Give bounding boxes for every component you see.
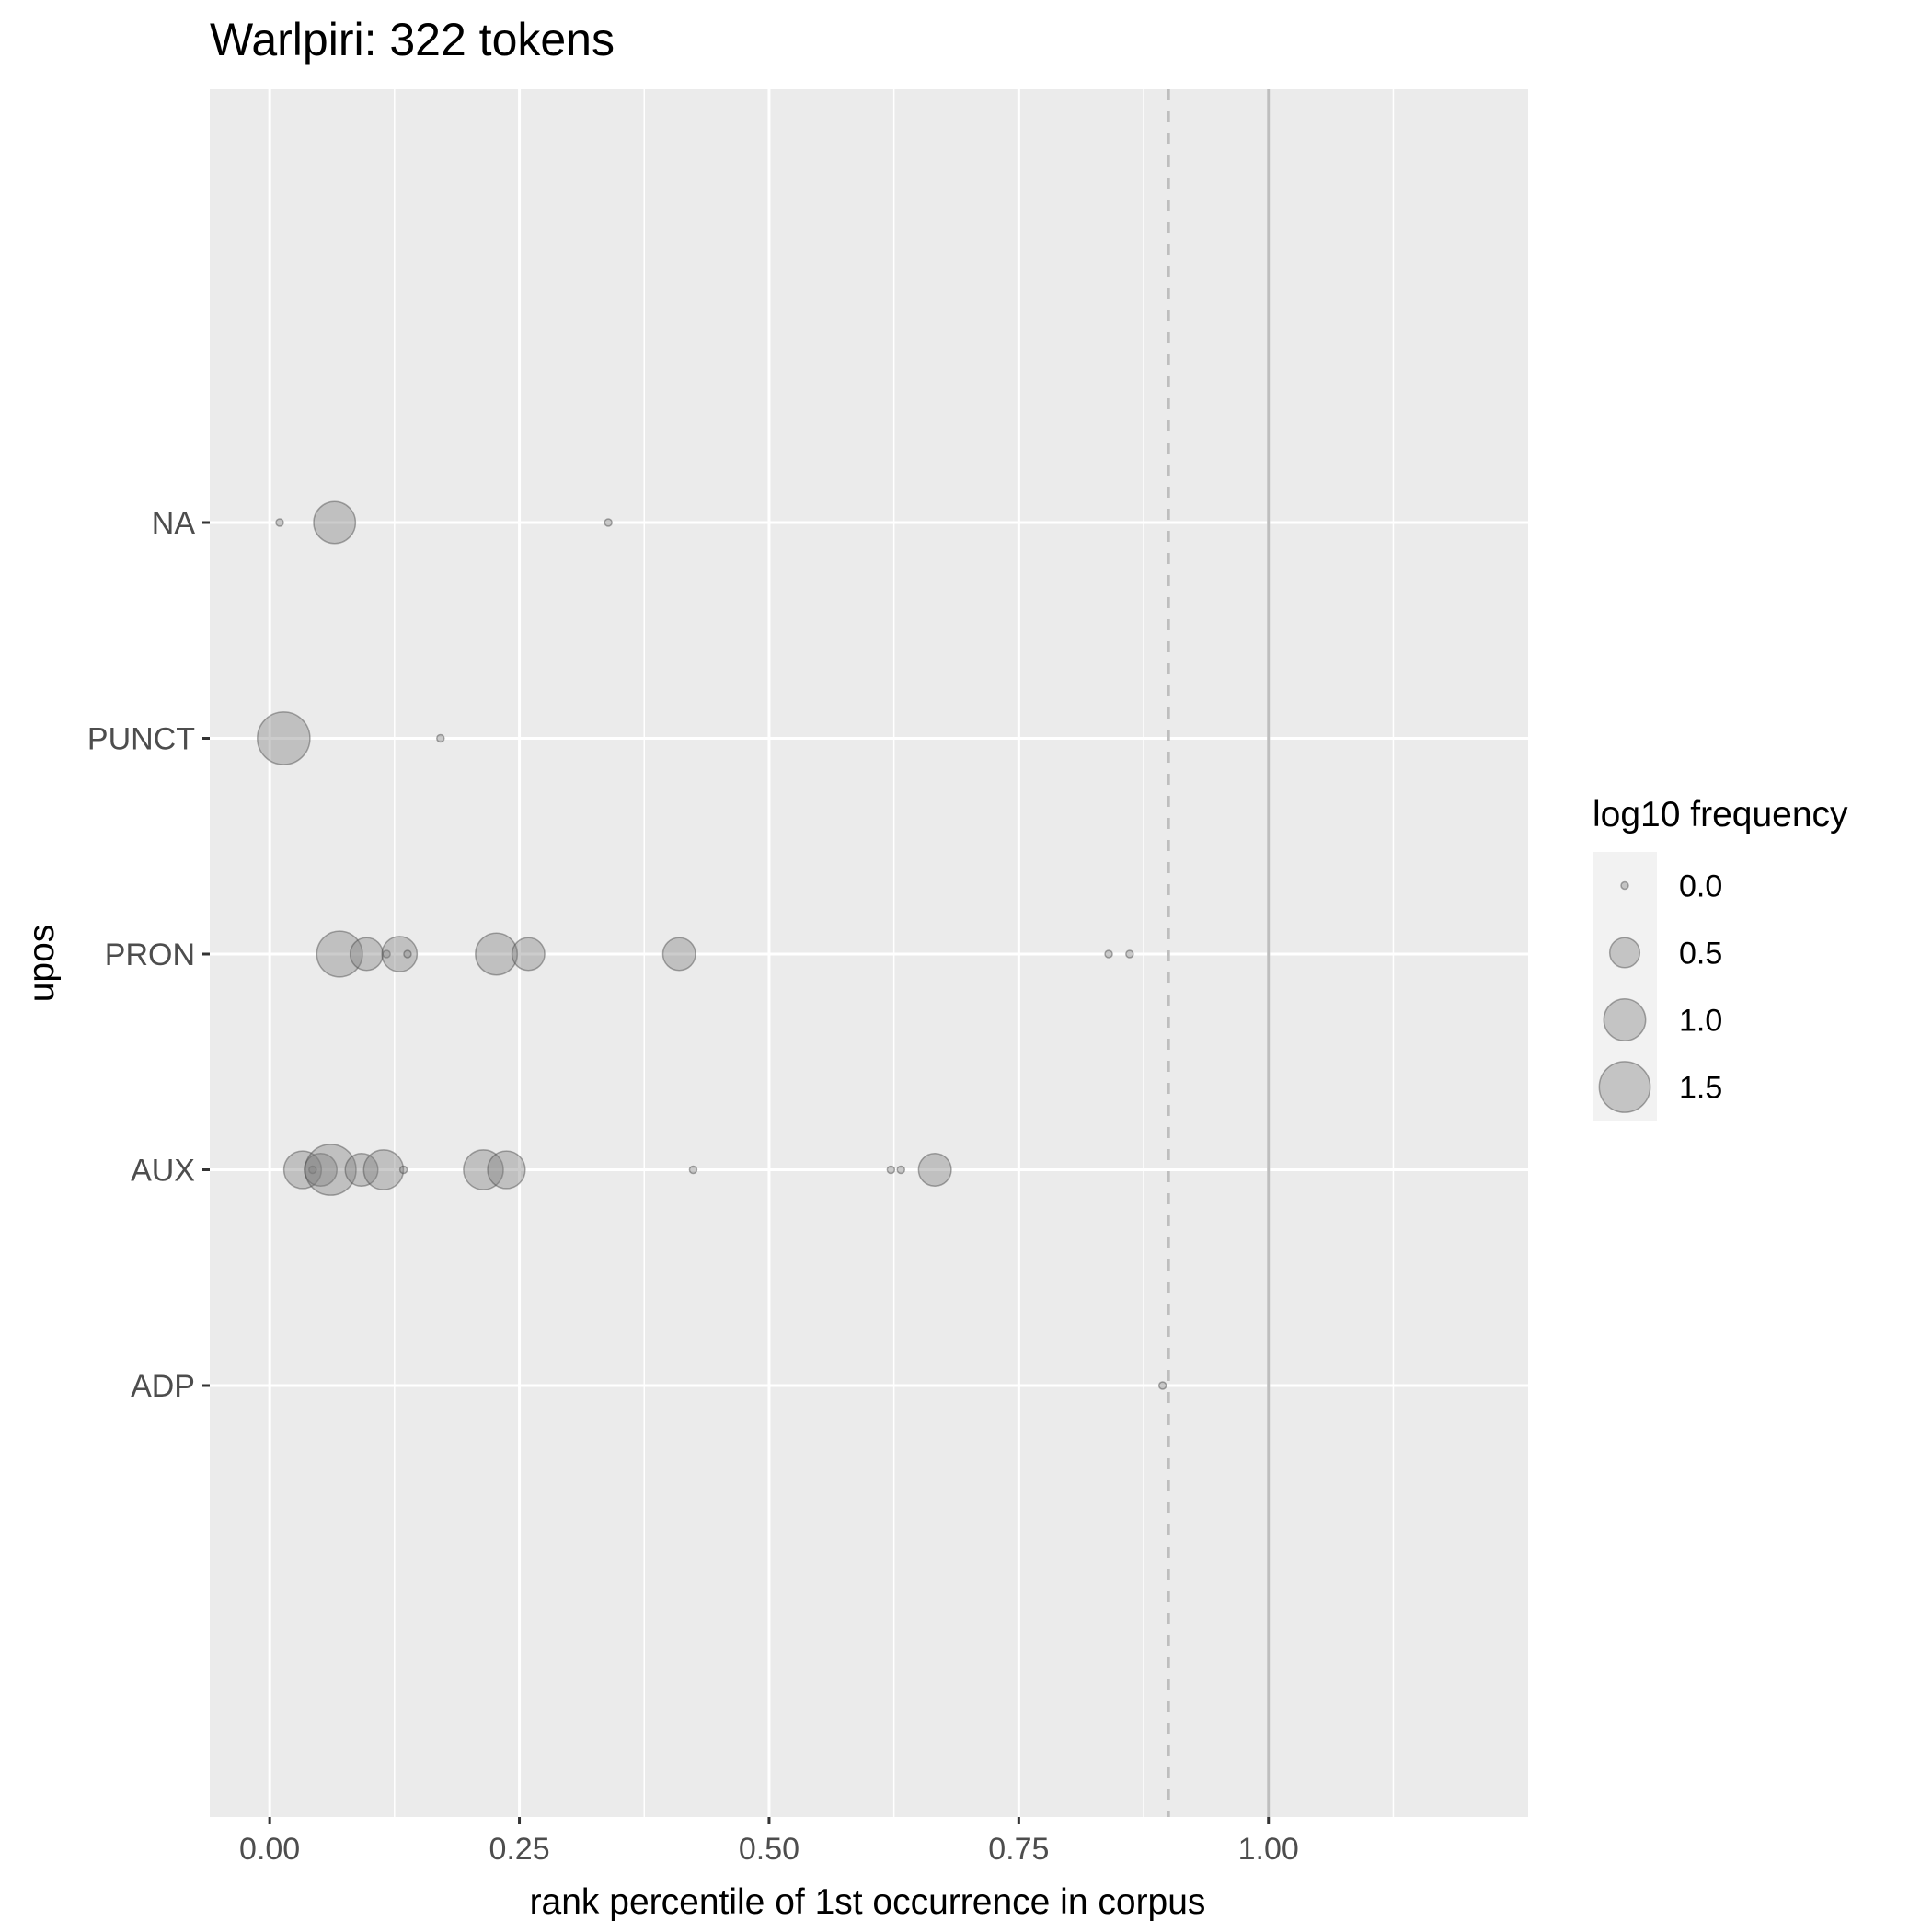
x-tick-label: 0.00 xyxy=(239,1832,300,1867)
legend-key xyxy=(1598,1061,1651,1113)
scatter-point xyxy=(487,1150,526,1190)
scatter-point xyxy=(688,1165,698,1175)
legend: log10 frequency 0.0 0.5 1.0 1.5 xyxy=(1593,795,1848,1121)
scatter-point xyxy=(381,936,419,972)
scatter-point xyxy=(1104,949,1113,959)
scatter-point xyxy=(403,949,412,959)
y-tick-label: PUNCT xyxy=(87,722,195,757)
scatter-point xyxy=(313,500,357,545)
x-axis-title: rank percentile of 1st occurrence in cor… xyxy=(530,1882,1206,1922)
legend-keys-background xyxy=(1593,852,1657,1121)
legend-key xyxy=(1620,880,1629,891)
scatter-point xyxy=(316,930,363,978)
scatter-point xyxy=(398,1165,408,1175)
y-axis: NA PUNCT PRON AUX ADP xyxy=(87,506,210,1404)
scatter-point xyxy=(308,1165,317,1175)
y-tick-label: ADP xyxy=(131,1369,195,1404)
scatter-point xyxy=(349,937,384,972)
y-axis-title: upos xyxy=(22,925,62,1003)
y-tick-label: AUX xyxy=(131,1154,195,1189)
scatter-point xyxy=(661,937,696,972)
scatter-point xyxy=(282,1150,323,1190)
scatter-point xyxy=(436,733,445,743)
data-points xyxy=(257,500,1167,1390)
scatter-point xyxy=(475,932,519,976)
scatter-point xyxy=(896,1165,905,1175)
scatter-point xyxy=(362,1149,405,1190)
legend-entries: 0.0 0.5 1.0 1.5 xyxy=(1598,869,1722,1113)
x-tick-label: 0.75 xyxy=(988,1832,1049,1867)
scatter-point xyxy=(344,1152,379,1188)
y-tick-label: NA xyxy=(152,506,196,541)
x-tick-label: 0.25 xyxy=(489,1832,549,1867)
y-tick-label: PRON xyxy=(105,937,195,972)
scatter-point xyxy=(303,1152,339,1188)
scatter-point xyxy=(604,518,613,527)
scatter-point xyxy=(511,937,546,972)
scatter-point xyxy=(886,1165,896,1175)
chart-title: Warlpiri: 322 tokens xyxy=(210,14,615,65)
scatter-point xyxy=(917,1152,952,1188)
scatter-point xyxy=(1157,1381,1167,1390)
scatter-point xyxy=(463,1149,504,1190)
scatter-point xyxy=(275,518,284,527)
x-axis: 0.00 0.25 0.50 0.75 1.00 xyxy=(239,1817,1299,1867)
legend-title: log10 frequency xyxy=(1593,795,1848,834)
legend-label: 1.0 xyxy=(1679,1004,1722,1039)
legend-label: 0.5 xyxy=(1679,937,1722,972)
scatter-point xyxy=(257,711,311,765)
scatter-point xyxy=(304,1144,357,1196)
legend-key xyxy=(1603,998,1647,1041)
x-tick-label: 1.00 xyxy=(1238,1832,1299,1867)
scatter-point xyxy=(382,949,391,959)
x-tick-label: 0.50 xyxy=(739,1832,799,1867)
scatter-point xyxy=(1125,949,1134,959)
legend-label: 1.5 xyxy=(1679,1071,1722,1106)
legend-key xyxy=(1608,937,1641,969)
reference-lines xyxy=(1167,89,1271,1817)
legend-label: 0.0 xyxy=(1679,869,1722,904)
